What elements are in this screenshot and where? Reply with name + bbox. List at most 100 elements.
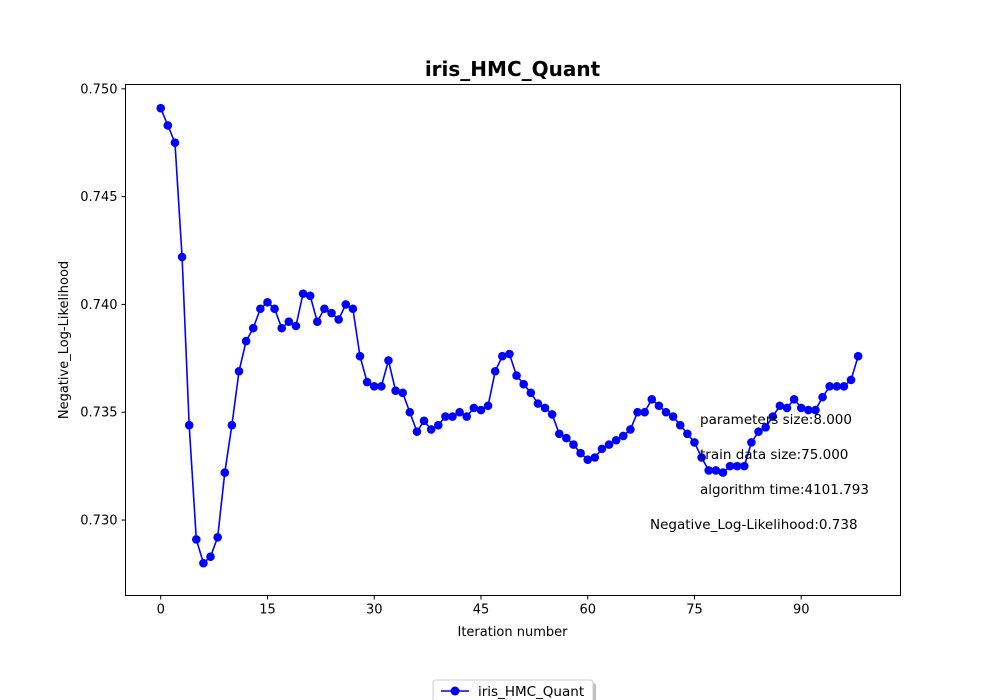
data-point [747,438,756,447]
data-point [704,466,714,475]
data-point [811,405,820,415]
data-point [690,438,699,447]
data-point [697,453,706,462]
data-point [199,558,208,568]
data-point [711,466,721,475]
data-point [789,394,799,404]
annotation-negative-log-likelihood: Negative_Log-Likelihood:0.738 [650,517,858,533]
data-point [668,412,678,421]
data-point [718,468,728,477]
data-point [754,427,763,436]
data-point [284,317,294,326]
data-point [241,336,251,346]
data-point [526,388,536,398]
data-point [825,382,834,391]
data-point [206,552,215,561]
data-point [633,407,642,417]
data-point [640,407,649,417]
data-point [177,252,187,262]
y-tick-label: 0.740 [80,298,117,313]
data-point [184,420,194,430]
data-point [725,461,735,471]
series-layer [156,103,863,568]
data-point [263,297,272,307]
data-point [170,138,180,148]
data-point [277,323,287,333]
legend: iris_HMC_Quant [432,679,596,700]
data-point [455,407,464,417]
data-point [156,103,166,113]
data-point [569,440,578,449]
data-point [782,403,792,413]
data-point [369,382,379,391]
x-tick-label: 45 [473,603,490,618]
data-point [476,405,486,415]
data-point [540,403,550,413]
data-point [675,420,685,430]
plot-frame [125,84,901,596]
x-tick-label: 30 [366,603,383,618]
data-point [732,461,742,471]
data-point [647,394,657,404]
data-point [398,388,407,398]
data-point [391,386,400,395]
legend-box [432,679,594,700]
data-point [192,535,201,544]
data-point [768,412,778,421]
data-point [853,351,863,361]
data-point [163,121,173,130]
data-point [469,403,479,413]
data-point [256,304,265,314]
data-point [448,412,457,421]
data-point [312,317,322,326]
data-point [626,425,635,434]
y-tick-label: 0.745 [80,190,117,205]
data-point [305,291,315,301]
data-point [441,412,450,421]
y-axis-label: Negative_Log-Likelihood [57,261,72,419]
data-point [362,377,372,387]
data-point [426,425,436,434]
data-point [804,405,813,415]
data-point [220,468,230,477]
data-point [490,366,500,376]
data-point [604,440,614,449]
data-point [796,403,806,413]
x-tick-label: 60 [579,603,596,618]
chart-title: iris_HMC_Quant [425,57,601,81]
data-point [505,349,514,359]
data-point [554,429,564,439]
data-point [377,382,386,391]
data-point [761,423,770,432]
data-point [483,401,493,411]
data-point [213,532,222,542]
data-point [248,323,258,333]
data-point [846,375,856,385]
legend-label: iris_HMC_Quant [478,684,584,700]
data-point [832,382,842,391]
annotations: parameters size:8.000 train data size:75… [650,412,869,533]
y-tick-label: 0.730 [80,514,117,529]
data-point [661,407,671,417]
data-point [533,399,543,408]
annotation-parameters-size: parameters size:8.000 [700,412,852,428]
data-point [341,300,351,309]
data-point [334,315,343,324]
data-point [405,407,415,417]
x-tick-label: 0 [157,603,165,618]
data-point [583,455,593,464]
data-point [462,412,472,421]
data-point [512,371,521,380]
plot-area [125,84,901,596]
data-point [654,401,664,411]
x-tick-label: 90 [793,603,810,618]
annotation-train-data-size: train data size:75.000 [700,447,848,463]
data-point [597,444,607,454]
data-point [839,382,849,391]
y-axis-ticks: 0.730 0.735 0.740 0.745 0.750 [80,82,126,529]
x-tick-label: 75 [686,603,703,618]
data-point [419,416,429,426]
data-point [320,304,329,314]
